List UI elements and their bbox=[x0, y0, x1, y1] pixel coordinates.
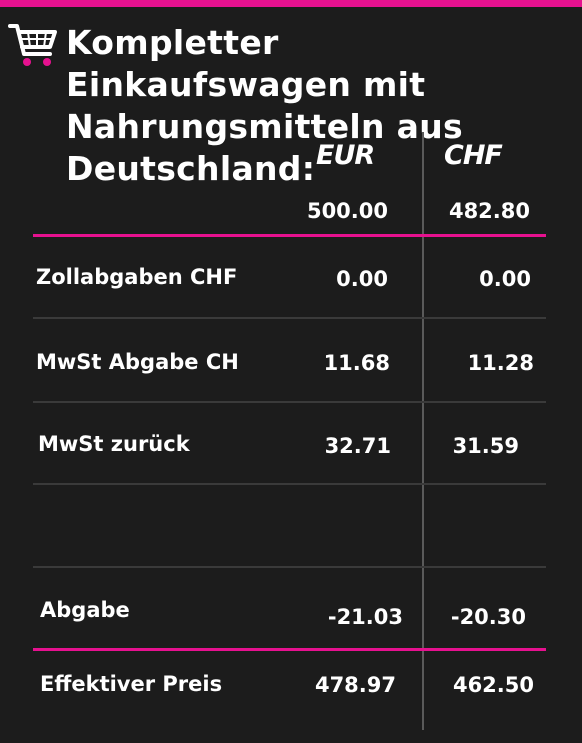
row-value-eur: 478.97 bbox=[314, 673, 396, 697]
separator-pink bbox=[33, 648, 546, 651]
row-label-abgabe: Abgabe bbox=[40, 598, 130, 622]
base-price-chf: 482.80 bbox=[448, 199, 530, 223]
row-label-mwst-abgabe: MwSt Abgabe CH bbox=[36, 350, 239, 374]
row-label-effektiver-preis: Effektiver Preis bbox=[40, 672, 223, 696]
row-value-chf: 11.28 bbox=[467, 351, 534, 375]
page-title: Kompletter Einkaufswagen mit Nahrungsmit… bbox=[66, 23, 463, 188]
row-value-chf: 31.59 bbox=[452, 434, 519, 458]
row-value-chf: 462.50 bbox=[452, 673, 534, 697]
column-divider bbox=[422, 132, 424, 730]
row-value-chf: 0.00 bbox=[479, 267, 531, 291]
separator-gray bbox=[33, 566, 546, 568]
separator-gray bbox=[33, 317, 546, 319]
column-header-chf: CHF bbox=[444, 140, 503, 171]
base-price-eur: 500.00 bbox=[306, 199, 388, 223]
row-label-mwst-zurueck: MwSt zurück bbox=[38, 432, 190, 456]
row-value-chf: -20.30 bbox=[450, 605, 526, 629]
row-value-eur: -21.03 bbox=[327, 605, 403, 629]
separator-gray bbox=[33, 401, 546, 403]
column-header-eur: EUR bbox=[316, 140, 375, 171]
row-value-eur: 32.71 bbox=[324, 434, 391, 458]
row-value-eur: 0.00 bbox=[336, 267, 388, 291]
separator-gray bbox=[33, 483, 546, 485]
row-label-zollabgaben: Zollabgaben CHF bbox=[36, 265, 238, 289]
row-value-eur: 11.68 bbox=[323, 351, 390, 375]
separator-pink bbox=[33, 234, 546, 237]
top-accent-bar bbox=[0, 0, 582, 7]
shopping-cart-icon bbox=[8, 24, 57, 66]
